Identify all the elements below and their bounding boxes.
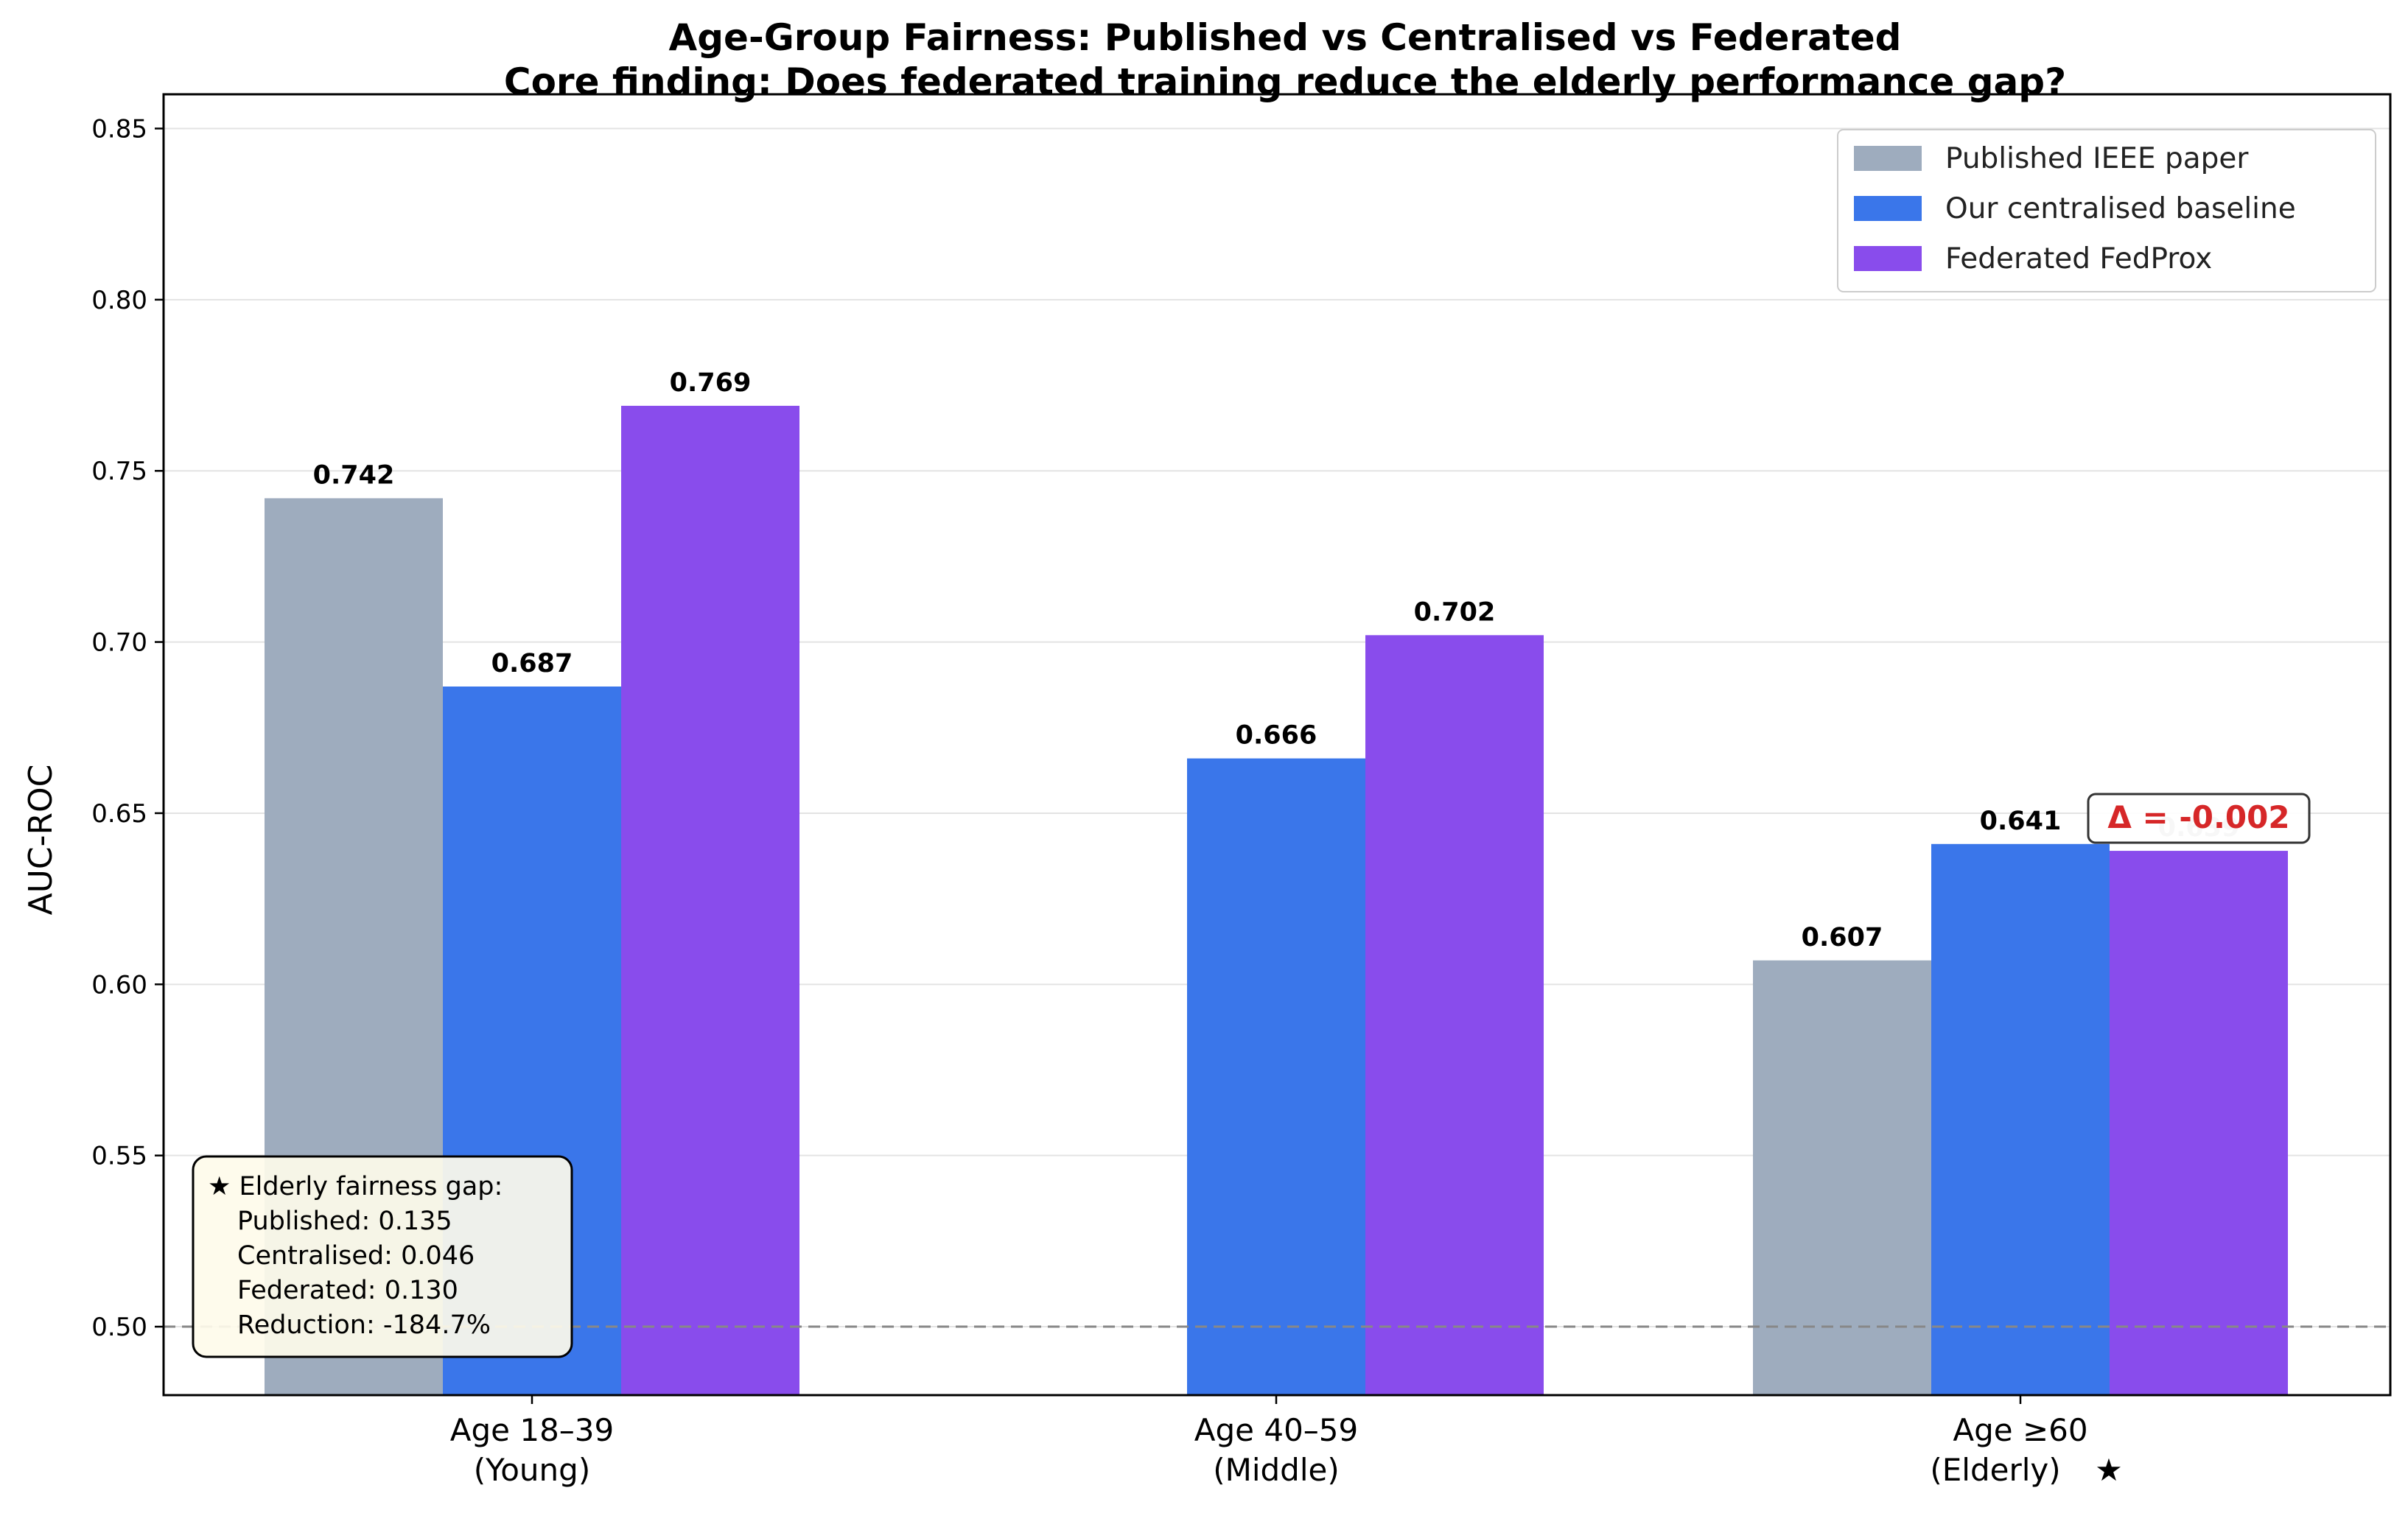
y-tick-label: 0.80 [91, 286, 147, 315]
legend-swatch [1854, 146, 1922, 171]
x-tick-sublabel: (Middle) [1213, 1452, 1340, 1488]
bar-value-label: 0.702 [1414, 597, 1496, 627]
x-tick-sublabel: (Elderly) [1930, 1452, 2060, 1488]
legend-label: Published IEEE paper [1945, 142, 2249, 175]
delta-box [2087, 793, 2311, 844]
y-axis-label: AUC-ROC [22, 765, 60, 916]
star-marker: ★ [2095, 1452, 2123, 1488]
note-box [192, 1155, 573, 1358]
delta-annotation: Δ = -0.002 [2087, 793, 2311, 844]
legend-label: Our centralised baseline [1945, 192, 2296, 225]
legend-box [1837, 129, 2376, 292]
bar-value-label: 0.641 [1980, 807, 2062, 836]
x-ticks: Age 18–39 (Young) Age 40–59 (Middle) Age ≥60… [450, 1395, 2123, 1488]
bar-value-label: 0.742 [313, 460, 395, 490]
bar [1753, 960, 1931, 1395]
bars [265, 405, 2288, 1396]
bar [1365, 635, 1544, 1396]
chart-subtitle: Core finding: Does federated training re… [504, 60, 2066, 103]
x-tick-label: Age 40–59 [1194, 1412, 1358, 1448]
x-tick-sublabel: (Young) [474, 1452, 590, 1488]
y-tick-label: 0.65 [91, 799, 147, 829]
note-line: ★ Elderly fairness gap: [208, 1172, 503, 1201]
bar-value-label: 0.687 [491, 649, 573, 678]
bar [1187, 758, 1365, 1395]
legend-swatch [1854, 246, 1922, 271]
y-ticks: 0.50 0.55 0.60 0.65 0.70 0.75 0.80 0.85 [91, 114, 164, 1342]
fairness-gap-note: ★ Elderly fairness gap: Published: 0.135 C… [192, 1155, 573, 1358]
legend-label: Federated FedProx [1945, 242, 2212, 275]
note-line: Reduction: -184.7% [237, 1310, 491, 1340]
y-tick-label: 0.75 [91, 457, 147, 486]
legend-swatch [1854, 196, 1922, 221]
y-tick-label: 0.60 [91, 970, 147, 1000]
bar-value-label: 0.607 [1802, 923, 1883, 952]
note-line: Centralised: 0.046 [237, 1241, 475, 1271]
delta-text: Δ = -0.002 [2107, 799, 2289, 835]
bar [1931, 843, 2110, 1395]
y-tick-label: 0.70 [91, 628, 147, 658]
y-tick-label: 0.85 [91, 114, 147, 144]
bar-value-label: 0.769 [670, 368, 752, 398]
chart-title: Age-Group Fairness: Published vs Central… [669, 16, 1902, 59]
x-tick-label: Age ≥60 [1953, 1412, 2087, 1448]
bar-value-label: 0.666 [1236, 721, 1317, 751]
y-tick-label: 0.50 [91, 1313, 147, 1342]
note-line: Published: 0.135 [237, 1207, 452, 1236]
axes-frame [162, 93, 2392, 1397]
y-tick-label: 0.55 [91, 1142, 147, 1171]
bar [2110, 851, 2288, 1395]
legend: Published IEEE paper Our centralised base… [1837, 129, 2376, 292]
note-line: Federated: 0.130 [237, 1276, 458, 1305]
x-tick-label: Age 18–39 [450, 1412, 614, 1448]
bar [621, 405, 799, 1395]
